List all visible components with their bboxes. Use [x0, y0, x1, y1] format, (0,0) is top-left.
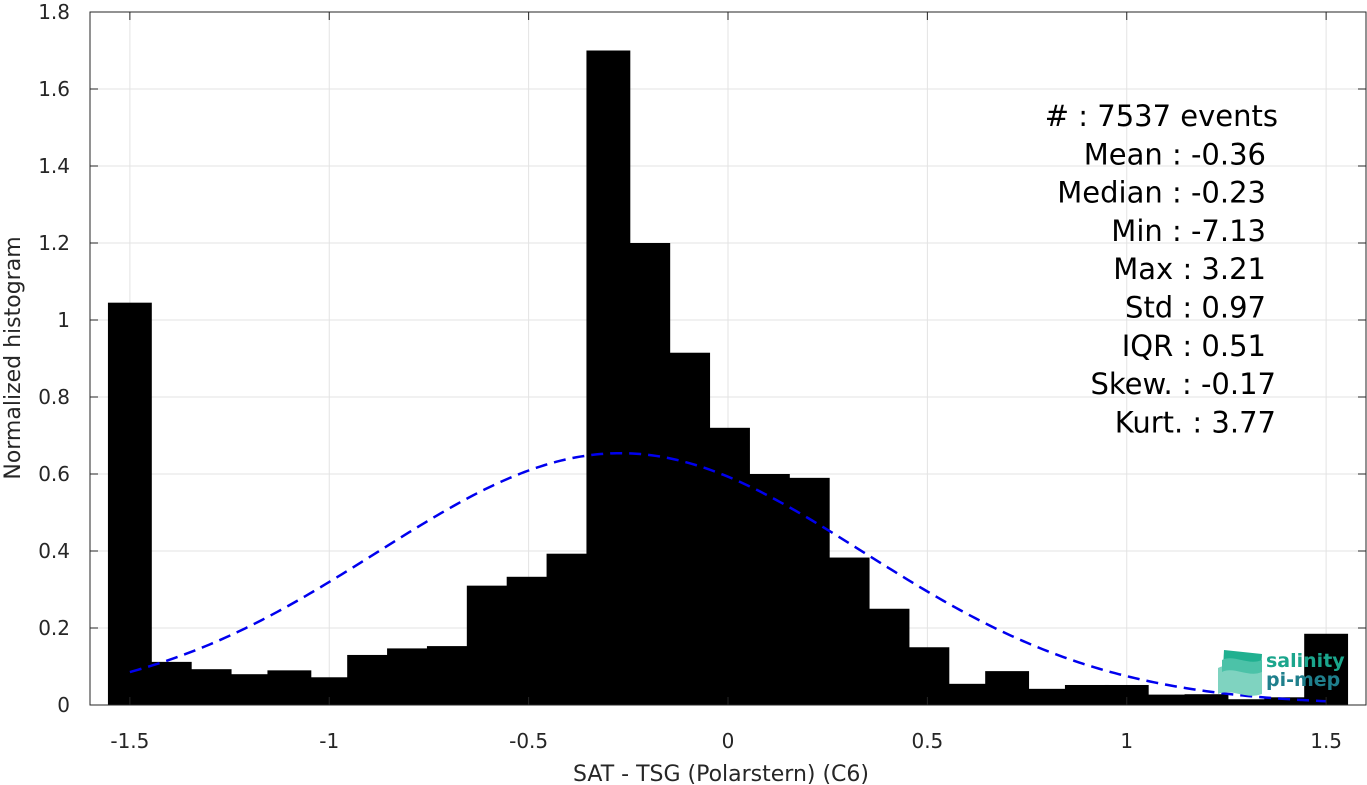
stat-line: Mean : -0.36: [1084, 137, 1266, 171]
x-axis-label: SAT - TSG (Polarstern) (C6): [573, 762, 869, 785]
x-tick-label: 1: [1120, 729, 1133, 753]
histogram-bar: [985, 671, 1030, 705]
histogram-bar: [1064, 684, 1109, 705]
histogram-bar: [586, 50, 631, 705]
histogram-bar: [267, 670, 312, 705]
histogram-bar: [905, 647, 950, 705]
stat-line: Median : -0.23: [1057, 176, 1266, 210]
y-tick-label: 1.2: [38, 231, 70, 255]
y-tick-label: 0.2: [38, 616, 70, 640]
salinity-pimep-logo: salinity pi-mep: [1218, 650, 1345, 696]
histogram-bar: [706, 427, 750, 705]
y-tick-label: 0.4: [38, 539, 70, 563]
histogram-bar: [187, 669, 232, 705]
stat-line: Skew. : -0.17: [1090, 367, 1276, 401]
histogram-bar: [147, 661, 192, 705]
y-tick-label: 1.8: [38, 0, 70, 24]
histogram-bar: [1184, 694, 1229, 705]
histogram-bar: [825, 557, 870, 705]
logo-text-pimep: pi-mep: [1266, 669, 1340, 691]
y-tick-label: 1: [57, 308, 70, 332]
histogram-bar: [227, 674, 272, 705]
x-tick-label: -1: [319, 729, 339, 753]
histogram-bar: [387, 648, 431, 705]
histogram-bar: [506, 576, 551, 705]
y-tick-label: 0.8: [38, 385, 70, 409]
logo-icon: [1218, 650, 1262, 696]
stat-line: Min : -7.13: [1111, 214, 1266, 248]
histogram-bar: [1144, 694, 1189, 705]
histogram-bar: [945, 683, 990, 705]
histogram-bar: [626, 243, 671, 705]
stat-line: Kurt. : 3.77: [1115, 405, 1276, 439]
histogram-bar: [1025, 688, 1069, 705]
logo-text-salinity: salinity: [1266, 650, 1345, 672]
histogram-bar: [466, 585, 511, 705]
y-axis-label: Normalized histogram: [1, 236, 26, 479]
y-tick-label: 1.4: [38, 154, 70, 178]
histogram-bar: [1304, 633, 1349, 705]
stat-line: # : 7537 events: [1045, 99, 1278, 133]
stat-line: IQR : 0.51: [1122, 329, 1266, 363]
histogram-bar: [107, 302, 152, 705]
stat-line: Std : 0.97: [1125, 291, 1266, 325]
statistics-box: # : 7537 events Mean : -0.36 Median : -0.2…: [1045, 99, 1278, 439]
histogram-bar: [1224, 699, 1269, 705]
histogram-bar: [666, 352, 711, 705]
x-tick-label: 0.5: [911, 729, 943, 753]
histogram-bar: [347, 654, 392, 705]
histogram-bar: [1104, 684, 1149, 705]
x-tick-label: -0.5: [509, 729, 548, 753]
histogram-bars: [107, 50, 1349, 705]
histogram-bar: [745, 474, 790, 705]
y-tick-label: 0.6: [38, 462, 70, 486]
y-tick-label: 0: [57, 693, 70, 717]
y-tick-label: 1.6: [38, 77, 70, 101]
histogram-bar: [426, 646, 471, 705]
histogram-bar: [785, 477, 830, 705]
x-tick-label: 1.5: [1310, 729, 1342, 753]
gaussian-fit-curve: [129, 451, 1327, 703]
x-tick-label: 0: [722, 729, 735, 753]
histogram-bar: [1264, 697, 1309, 705]
x-tick-label: -1.5: [110, 729, 149, 753]
stat-line: Max : 3.21: [1113, 252, 1266, 286]
axis-ticks: -1.5 -1 -0.5 0 0.5 1 1.5 0 0.2 0.4 0.6 0.8 1 1.2 1.4 1.…: [38, 0, 1366, 753]
histogram-bar: [546, 553, 591, 705]
histogram-bar: [865, 608, 910, 705]
